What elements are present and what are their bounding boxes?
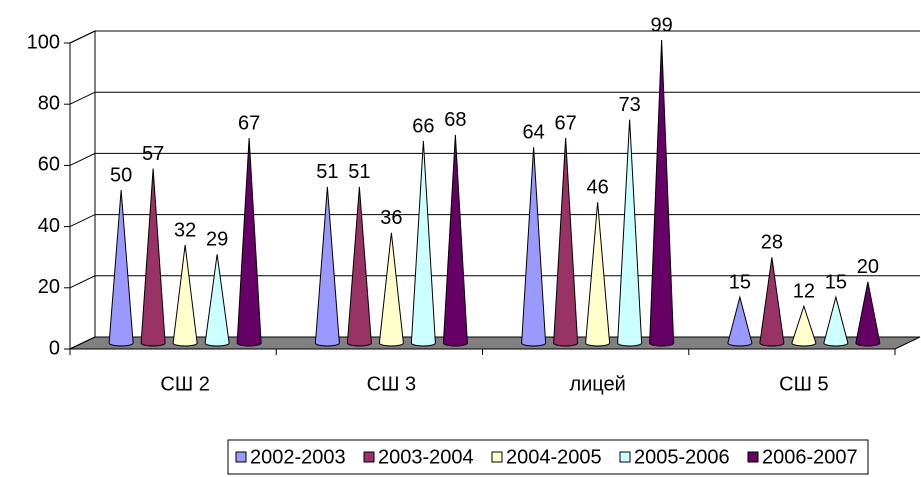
cone: [553, 137, 579, 347]
legend-swatch: [619, 451, 631, 463]
y-tick-label: 40: [38, 215, 60, 237]
data-label: 46: [587, 177, 609, 199]
data-label: 28: [761, 232, 783, 254]
x-tick-label: СШ 2: [160, 373, 209, 395]
grid-line: [69, 91, 920, 105]
data-label: 51: [316, 161, 338, 183]
cone: [204, 254, 230, 347]
data-label: 64: [523, 121, 545, 143]
cone: [823, 295, 849, 347]
data-label: 67: [555, 112, 577, 134]
legend-label: 2006-2007: [762, 446, 858, 468]
grid-line: [69, 214, 920, 228]
cone: [172, 245, 198, 347]
data-label: 68: [444, 109, 466, 131]
data-label: 73: [619, 94, 641, 116]
legend-label: 2005-2006: [634, 446, 730, 468]
data-label: 66: [412, 115, 434, 137]
legend-swatch: [747, 451, 759, 463]
cone: [649, 40, 675, 347]
cone: [410, 141, 436, 347]
data-label: 29: [206, 229, 228, 251]
cone: [108, 189, 134, 347]
grid-line: [69, 152, 920, 166]
data-label: 57: [142, 143, 164, 165]
cone: [236, 137, 262, 347]
y-tick-label: 20: [38, 276, 60, 298]
data-label: 15: [729, 271, 751, 293]
cone: [791, 304, 817, 347]
data-label: 36: [380, 207, 402, 229]
x-tick-label: СШ 5: [779, 373, 828, 395]
data-label: 15: [825, 271, 847, 293]
legend-swatch: [235, 451, 247, 463]
side-wall: [69, 30, 96, 350]
cone: [442, 134, 468, 347]
y-tick-label: 60: [38, 154, 60, 176]
data-label: 20: [857, 256, 879, 278]
legend: [227, 439, 869, 475]
data-label: 50: [110, 164, 132, 186]
cone: [521, 147, 547, 347]
x-tick-label: СШ 3: [367, 373, 416, 395]
cone: [759, 257, 785, 347]
legend-label: 2003-2004: [378, 446, 474, 468]
data-label: 32: [174, 219, 196, 241]
cone: [378, 232, 404, 347]
cone: [855, 281, 881, 347]
cone: [314, 186, 340, 347]
y-tick-label: 0: [49, 337, 60, 359]
y-tick-label: 100: [27, 31, 60, 53]
grid-line: [69, 275, 920, 289]
data-label: 67: [238, 112, 260, 134]
legend-label: 2002-2003: [250, 446, 346, 468]
cone: [140, 168, 166, 347]
cone: [346, 186, 372, 347]
grid-line: [69, 30, 920, 44]
y-tick-label: 80: [38, 92, 60, 114]
legend-label: 2004-2005: [506, 446, 602, 468]
cone: [617, 119, 643, 347]
data-label: 51: [348, 161, 370, 183]
x-tick-label: лицей: [569, 373, 625, 395]
legend-swatch: [363, 451, 375, 463]
cone: [727, 295, 753, 347]
legend-swatch: [491, 451, 503, 463]
data-label: 99: [651, 14, 673, 36]
data-label: 12: [793, 281, 815, 303]
cone: [585, 202, 611, 347]
